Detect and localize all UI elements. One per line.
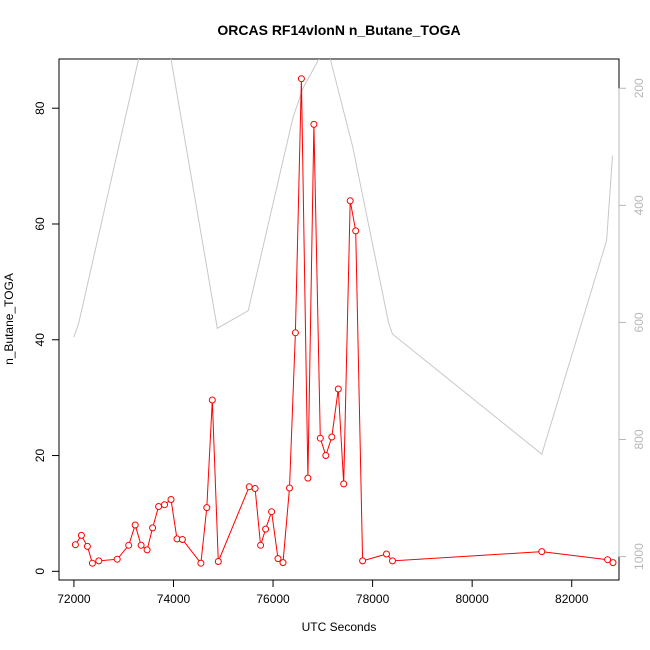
series-line-left bbox=[74, 78, 614, 565]
data-point bbox=[83, 542, 91, 550]
series-line-right bbox=[73, 59, 613, 455]
data-point bbox=[131, 521, 139, 529]
data-point bbox=[245, 483, 253, 491]
data-point bbox=[389, 557, 396, 565]
data-point bbox=[208, 396, 216, 404]
data-point bbox=[203, 504, 211, 512]
x-tick-label: 82000 bbox=[555, 592, 589, 606]
data-point bbox=[262, 525, 270, 533]
left-series-layer bbox=[71, 75, 617, 567]
chart-title: ORCAS RF14vlonN n_Butane_TOGA bbox=[217, 22, 460, 38]
data-point bbox=[304, 474, 312, 482]
x-tick-label: 72000 bbox=[57, 592, 91, 606]
data-point bbox=[383, 550, 390, 558]
data-point bbox=[274, 555, 282, 563]
data-point bbox=[95, 557, 103, 565]
data-point bbox=[113, 555, 121, 563]
data-point bbox=[334, 385, 342, 393]
data-point bbox=[155, 503, 163, 510]
data-point bbox=[178, 536, 186, 543]
y-right-tick-label: 200 bbox=[632, 78, 646, 98]
data-point bbox=[328, 433, 336, 441]
data-point bbox=[279, 559, 287, 567]
data-point bbox=[167, 496, 175, 503]
y-axis-right: 200 400 600 800 1000 bbox=[618, 78, 646, 570]
data-point bbox=[322, 452, 330, 459]
data-point bbox=[77, 531, 85, 539]
data-point bbox=[161, 501, 168, 509]
y-right-tick-label: 800 bbox=[632, 429, 646, 449]
y-tick-label: 20 bbox=[33, 449, 47, 463]
data-point bbox=[88, 559, 96, 567]
data-point bbox=[340, 480, 348, 488]
y-right-tick-label: 1000 bbox=[632, 543, 646, 570]
data-point bbox=[286, 484, 293, 492]
y-tick-label: 80 bbox=[33, 101, 47, 115]
data-point bbox=[346, 197, 354, 205]
plot-frame bbox=[58, 58, 620, 581]
data-point bbox=[352, 227, 360, 235]
data-point bbox=[214, 558, 222, 565]
data-point bbox=[310, 120, 318, 128]
x-axis-label: UTC Seconds bbox=[302, 620, 377, 634]
data-point bbox=[71, 541, 79, 549]
x-tick-label: 76000 bbox=[256, 592, 290, 606]
data-point bbox=[125, 541, 133, 549]
data-point bbox=[359, 557, 367, 565]
y-right-tick-label: 600 bbox=[632, 312, 646, 332]
data-point bbox=[297, 75, 305, 83]
data-point bbox=[149, 524, 157, 532]
data-point bbox=[604, 556, 612, 564]
right-series-layer bbox=[73, 59, 613, 455]
y-axis-label: n_Butane_TOGA bbox=[2, 273, 16, 365]
data-point bbox=[291, 329, 299, 337]
y-tick-label: 0 bbox=[33, 568, 47, 575]
y-tick-label: 60 bbox=[33, 217, 47, 231]
x-axis: 72000 74000 76000 78000 80000 82000 bbox=[57, 579, 589, 606]
data-point bbox=[251, 485, 259, 492]
data-point bbox=[197, 559, 205, 567]
data-point bbox=[143, 546, 151, 554]
y-right-tick-label: 400 bbox=[632, 195, 646, 215]
data-point bbox=[268, 508, 276, 516]
x-tick-label: 80000 bbox=[455, 592, 489, 606]
data-point bbox=[538, 548, 546, 556]
data-point bbox=[316, 434, 324, 442]
data-point bbox=[257, 541, 265, 549]
data-point bbox=[609, 559, 617, 567]
y-axis-left: 0 20 40 60 80 bbox=[33, 101, 60, 575]
x-tick-label: 78000 bbox=[356, 592, 390, 606]
y-tick-label: 40 bbox=[33, 333, 47, 347]
x-tick-label: 74000 bbox=[157, 592, 191, 606]
data-point bbox=[137, 541, 145, 549]
